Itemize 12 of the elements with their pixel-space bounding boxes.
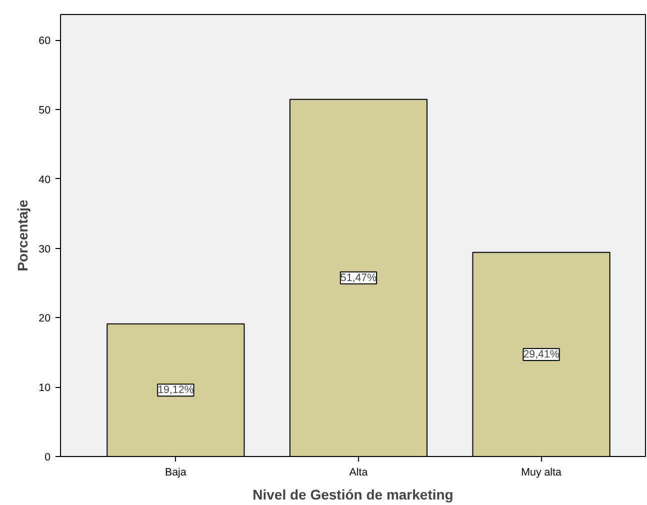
y-tick-label: 30: [38, 243, 51, 256]
x-tick-label: Baja: [165, 466, 186, 478]
y-tick-label: 50: [38, 104, 51, 117]
y-tick-label: 10: [38, 382, 51, 394]
y-tick-label: 60: [38, 35, 51, 48]
y-tick-label: 0: [44, 452, 51, 464]
y-tick-label: 20: [38, 312, 51, 325]
y-axis-title: Porcentaje: [14, 199, 31, 272]
x-axis-title: Nivel de Gestión de marketing: [252, 486, 454, 502]
y-tick-label: 40: [38, 174, 51, 186]
x-tick-label: Alta: [349, 466, 368, 478]
x-tick-label: Muy alta: [521, 466, 562, 478]
